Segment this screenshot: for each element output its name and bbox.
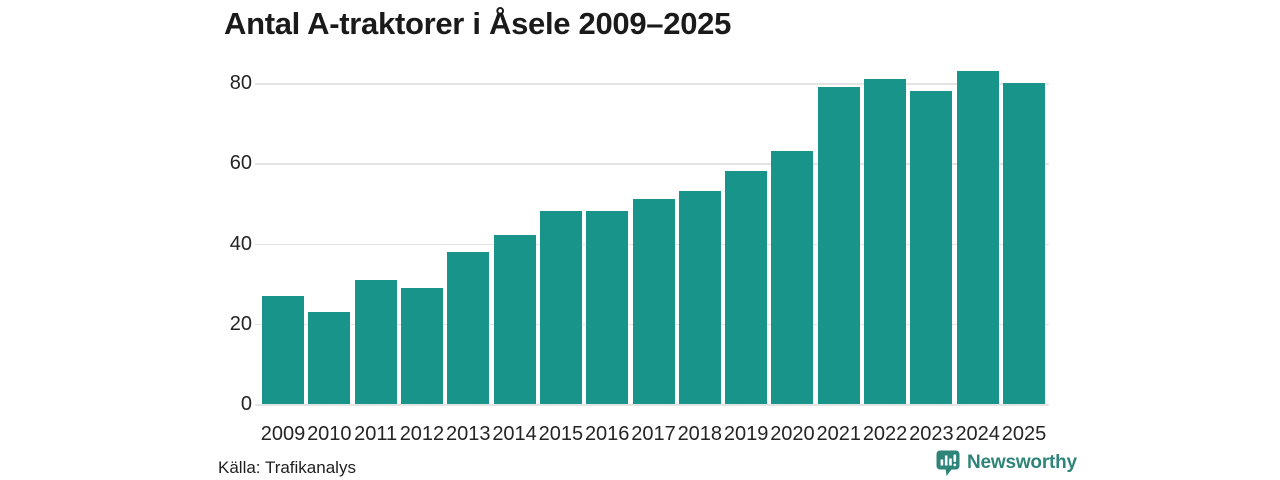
bar-2023	[910, 91, 953, 404]
y-tick-label-80: 80	[229, 72, 252, 94]
bar-2020	[771, 151, 814, 404]
newsworthy-speech-bubble-bar-chart-icon	[936, 450, 960, 476]
bar-2017	[632, 199, 675, 404]
bar-2014	[493, 235, 536, 404]
x-tick-label-2018: 2018	[677, 423, 723, 445]
source-note: Källa: Trafikanalys	[218, 458, 356, 477]
newsworthy-logo: Newsworthy	[936, 450, 1077, 477]
x-tick-label-2014: 2014	[492, 423, 537, 445]
bar-2011	[354, 279, 397, 404]
y-tick-label-40: 40	[229, 232, 252, 255]
y-tick-label-60: 60	[229, 152, 252, 175]
x-tick-label-2019: 2019	[723, 423, 769, 445]
x-tick-label-2020: 2020	[770, 423, 815, 445]
x-tick-label-2012: 2012	[399, 423, 445, 445]
bar-2024	[956, 70, 999, 404]
y-tick-label-0: 0	[240, 393, 252, 415]
x-tick-label-2009: 2009	[260, 423, 306, 445]
x-tick-label-2011: 2011	[354, 423, 398, 445]
x-tick-label-2017: 2017	[631, 423, 676, 445]
x-tick-label-2022: 2022	[862, 423, 908, 445]
gridline-60	[255, 163, 1049, 165]
x-tick-label-2024: 2024	[955, 423, 1000, 445]
bar-2016	[586, 211, 629, 404]
x-tick-label-2025: 2025	[1001, 423, 1047, 445]
bar-2009	[262, 295, 304, 404]
gridline-80	[255, 83, 1049, 85]
bar-2025	[1003, 83, 1045, 404]
x-tick-label-2023: 2023	[909, 423, 954, 445]
bar-2021	[817, 87, 860, 404]
gridline-0	[255, 404, 1049, 406]
bar-2013	[447, 251, 490, 404]
x-tick-label-2015: 2015	[538, 423, 584, 445]
bar-2012	[400, 287, 443, 404]
bar-2019	[725, 171, 768, 404]
x-tick-label-2010: 2010	[307, 423, 352, 445]
newsworthy-logo-text: Newsworthy	[967, 452, 1077, 473]
y-tick-label-20: 20	[229, 312, 252, 335]
bar-2015	[539, 211, 582, 404]
x-tick-label-2016: 2016	[584, 423, 630, 445]
x-tick-label-2013: 2013	[446, 423, 491, 445]
bar-2010	[308, 311, 351, 404]
chart-title: Antal A-traktorer i Åsele 2009–2025	[224, 6, 732, 41]
bar-2018	[678, 191, 721, 404]
bar-2022	[864, 78, 907, 404]
x-tick-label-2021: 2021	[816, 423, 862, 445]
